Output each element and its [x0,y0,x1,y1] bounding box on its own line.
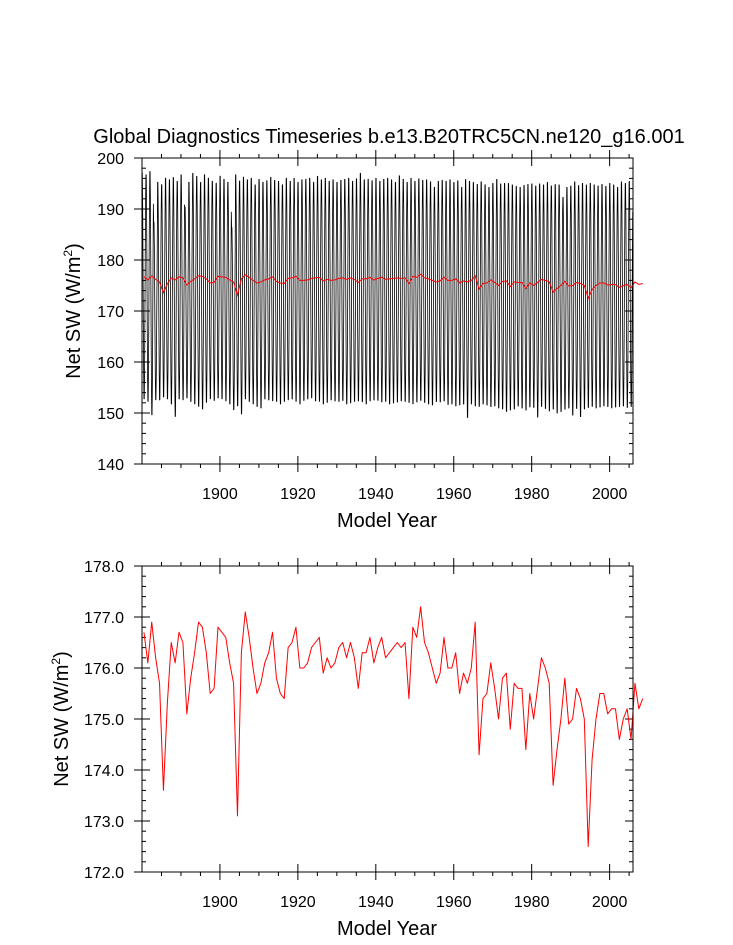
top-y-axis-title-close: ) [63,243,85,250]
top-y-tick-label: 180 [97,253,124,270]
bottom-x-tick-label: 2000 [592,894,628,911]
top-y-tick-label: 150 [97,406,124,423]
bottom-y-tick-label: 177.0 [84,610,124,627]
top-x-tick-label: 1960 [436,486,472,503]
bottom-y-axis-title: Net SW (W/m2) [49,651,73,787]
bottom-y-axis-title-main: Net SW (W/m [51,665,73,787]
top-y-axis-title-superscript: 2 [61,250,75,257]
bottom-axis-ticks [134,558,633,880]
bottom-x-tick-label: 1960 [436,894,472,911]
top-chart-panel: Global Diagnostics Timeseries b.e13.B20T… [61,126,685,532]
bottom-y-axis-title-superscript: 2 [49,658,63,665]
top-chart-title: Global Diagnostics Timeseries b.e13.B20T… [93,126,684,148]
top-x-axis-title: Model Year [337,510,437,532]
top-x-tick-label: 1980 [514,486,550,503]
bottom-y-tick-label: 174.0 [84,763,124,780]
bottom-y-tick-label: 173.0 [84,814,124,831]
top-x-tick-labels: 1900 1920 1940 1960 1980 2000 [202,486,627,503]
top-y-tick-label: 160 [97,355,124,372]
bottom-y-tick-label: 172.0 [84,865,124,882]
top-monthly-series-line [141,171,634,418]
top-y-tick-label: 190 [97,202,124,219]
top-y-axis-title-main: Net SW (W/m [63,257,85,379]
top-y-tick-label: 200 [97,151,124,168]
top-annual-mean-series-line [143,273,643,300]
bottom-y-tick-label: 176.0 [84,661,124,678]
bottom-y-tick-label: 175.0 [84,712,124,729]
bottom-x-tick-labels: 1900 1920 1940 1960 1980 2000 [202,894,627,911]
bottom-x-tick-label: 1920 [280,894,316,911]
bottom-annual-mean-series-line [143,606,644,847]
top-x-tick-label: 2000 [592,486,628,503]
top-x-tick-label: 1900 [202,486,238,503]
top-y-tick-label: 170 [97,304,124,321]
bottom-plot-frame [141,565,634,873]
top-y-tick-labels: 140 150 160 170 180 190 200 [97,151,124,474]
bottom-y-tick-labels: 172.0 173.0 174.0 175.0 176.0 177.0 178.0 [84,559,124,882]
bottom-x-tick-label: 1980 [514,894,550,911]
bottom-x-tick-label: 1900 [202,894,238,911]
bottom-chart-panel: 172.0 173.0 174.0 175.0 176.0 177.0 178.0 1900… [49,558,644,940]
bottom-x-axis-title: Model Year [337,918,437,940]
bottom-y-tick-label: 178.0 [84,559,124,576]
top-plot-frame [141,157,634,465]
bottom-y-axis-title-close: ) [51,651,73,658]
top-y-tick-label: 140 [97,457,124,474]
top-y-axis-title: Net SW (W/m2) [61,243,85,379]
top-x-tick-label: 1940 [358,486,394,503]
bottom-x-tick-label: 1940 [358,894,394,911]
top-x-tick-label: 1920 [280,486,316,503]
